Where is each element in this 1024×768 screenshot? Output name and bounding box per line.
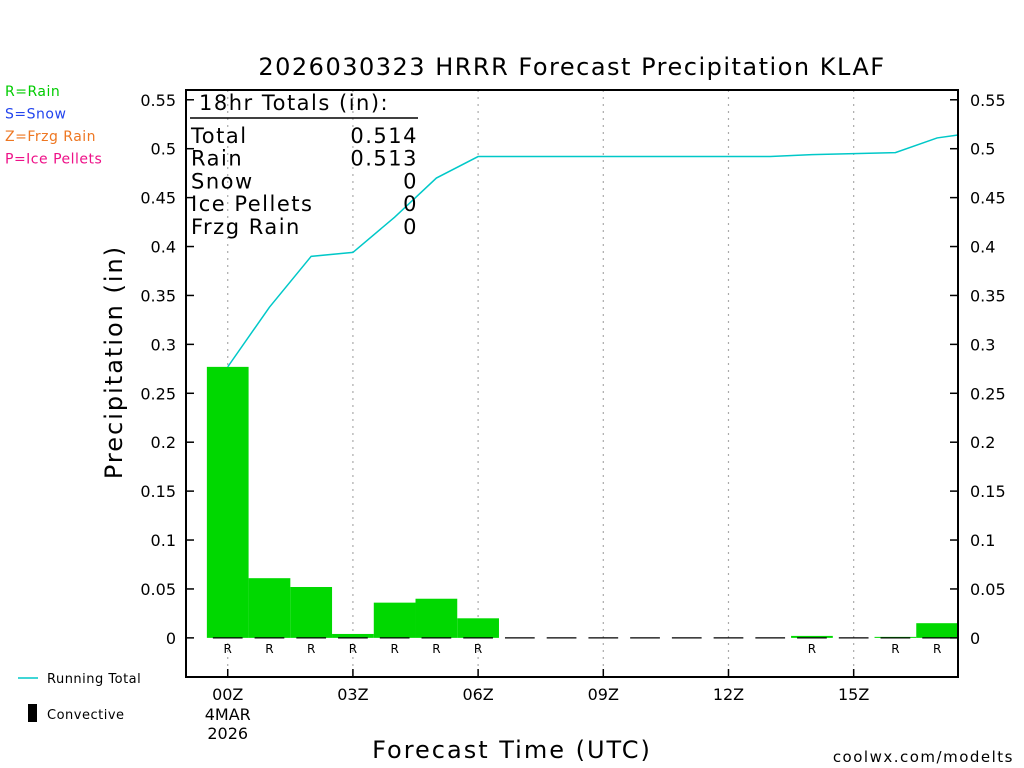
running-total-layer [227, 134, 959, 368]
x-date-label: 4MAR [205, 705, 251, 724]
y-tick-label-left: 0.3 [151, 335, 176, 354]
totals-row-value: 0.514 [350, 124, 418, 148]
y-tick-label-right: 0.25 [970, 384, 1006, 403]
convective-legend-swatch [28, 704, 37, 722]
x-tick-label: 06Z [462, 685, 493, 704]
y-tick-label-left: 0.5 [151, 140, 176, 159]
y-axis-label: Precipitation (in) [100, 245, 128, 479]
axes-layer: 0 00.05 0.050.1 0.10.15 0.150.2 0.20.25 0.250.… [140, 91, 1005, 743]
x-tick-label: 15Z [838, 685, 869, 704]
precip-bar [373, 602, 416, 638]
x-tick-label: 00Z [212, 685, 243, 704]
precip-bar [457, 618, 499, 638]
precip-type-marker: R [349, 642, 357, 656]
precip-type-marker: R [265, 642, 273, 656]
x-axis-label: Forecast Time (UTC) [372, 736, 652, 764]
y-tick-label-right: 0.15 [970, 482, 1006, 501]
y-tick-label-right: 0 [970, 629, 980, 648]
type-legend-item: P=Ice Pellets [5, 152, 102, 168]
precip-bar [332, 633, 374, 638]
totals-row-value: 0 [403, 192, 418, 216]
y-tick-label-right: 0.1 [970, 531, 995, 550]
y-tick-label-left: 0.45 [140, 189, 176, 208]
y-tick-label-right: 0.5 [970, 140, 995, 159]
chart-title: 2026030323 HRRR Forecast Precipitation K… [258, 53, 885, 81]
plot-frame [185, 89, 959, 678]
totals-row-value: 0 [403, 215, 418, 239]
precip-bar [791, 635, 833, 638]
y-tick-label-left: 0.35 [140, 286, 176, 305]
y-tick-label-left: 0.05 [140, 580, 176, 599]
x-tick-label: 03Z [337, 685, 368, 704]
y-tick-label-left: 0 [166, 629, 176, 648]
totals-row-label: Frzg Rain [191, 215, 301, 239]
y-tick-label-right: 0.55 [970, 91, 1006, 110]
y-tick-label-left: 0.4 [151, 238, 176, 257]
precip-type-marker: R [307, 642, 315, 656]
totals-row-label: Snow [191, 169, 254, 193]
precip-type-marker: R [390, 642, 398, 656]
y-tick-label-right: 0.05 [970, 580, 1006, 599]
convective-legend-label: Convective [47, 708, 125, 723]
precip-type-marker: R [224, 642, 232, 656]
y-tick-label-right: 0.35 [970, 286, 1006, 305]
precip-bar [206, 366, 249, 638]
y-tick-label-right: 0.45 [970, 189, 1006, 208]
y-tick-label-right: 0.2 [970, 433, 995, 452]
y-tick-label-left: 0.15 [140, 482, 176, 501]
totals-row-label: Total [190, 124, 248, 148]
credit-text: coolwx.com/modelts [833, 748, 1014, 766]
y-tick-label-left: 0.1 [151, 531, 176, 550]
precip-type-marker: R [891, 642, 899, 656]
totals-box: 18hr Totals (in): Total 0.514 Rain 0.513 Snow… [190, 91, 418, 239]
y-tick-label-right: 0.4 [970, 238, 995, 257]
type-legend-item: Z=Frzg Rain [5, 129, 96, 145]
running-total-line [227, 134, 959, 368]
precip-type-marker: R [933, 642, 941, 656]
precip-bar [290, 586, 333, 638]
precip-bar [248, 578, 291, 638]
type-legend-item: S=Snow [5, 107, 66, 123]
totals-row-value: 0 [403, 169, 418, 193]
running-total-legend-label: Running Total [47, 672, 141, 687]
precip-type-legend: R=Rain S=Snow Z=Frzg Rain P=Ice Pellets [5, 84, 102, 168]
x-date-label: 2026 [207, 724, 248, 743]
y-tick-label-left: 0.25 [140, 384, 176, 403]
y-tick-label-left: 0.2 [151, 433, 176, 452]
type-legend-item: R=Rain [5, 84, 60, 100]
precip-type-marker: R [474, 642, 482, 656]
totals-heading: 18hr Totals (in): [199, 91, 389, 115]
precip-bar [415, 598, 458, 638]
y-tick-label-left: 0.55 [140, 91, 176, 110]
precip-type-marker: R [808, 642, 816, 656]
totals-row-value: 0.513 [350, 147, 418, 171]
precip-bar [916, 623, 958, 638]
bottom-legend: Running Total Convective [18, 672, 141, 723]
x-tick-label: 09Z [588, 685, 619, 704]
x-tick-label: 12Z [713, 685, 744, 704]
precip-type-marker: R [432, 642, 440, 656]
y-tick-label-right: 0.3 [970, 335, 995, 354]
totals-row-label: Rain [191, 147, 243, 171]
totals-row-label: Ice Pellets [191, 192, 313, 216]
